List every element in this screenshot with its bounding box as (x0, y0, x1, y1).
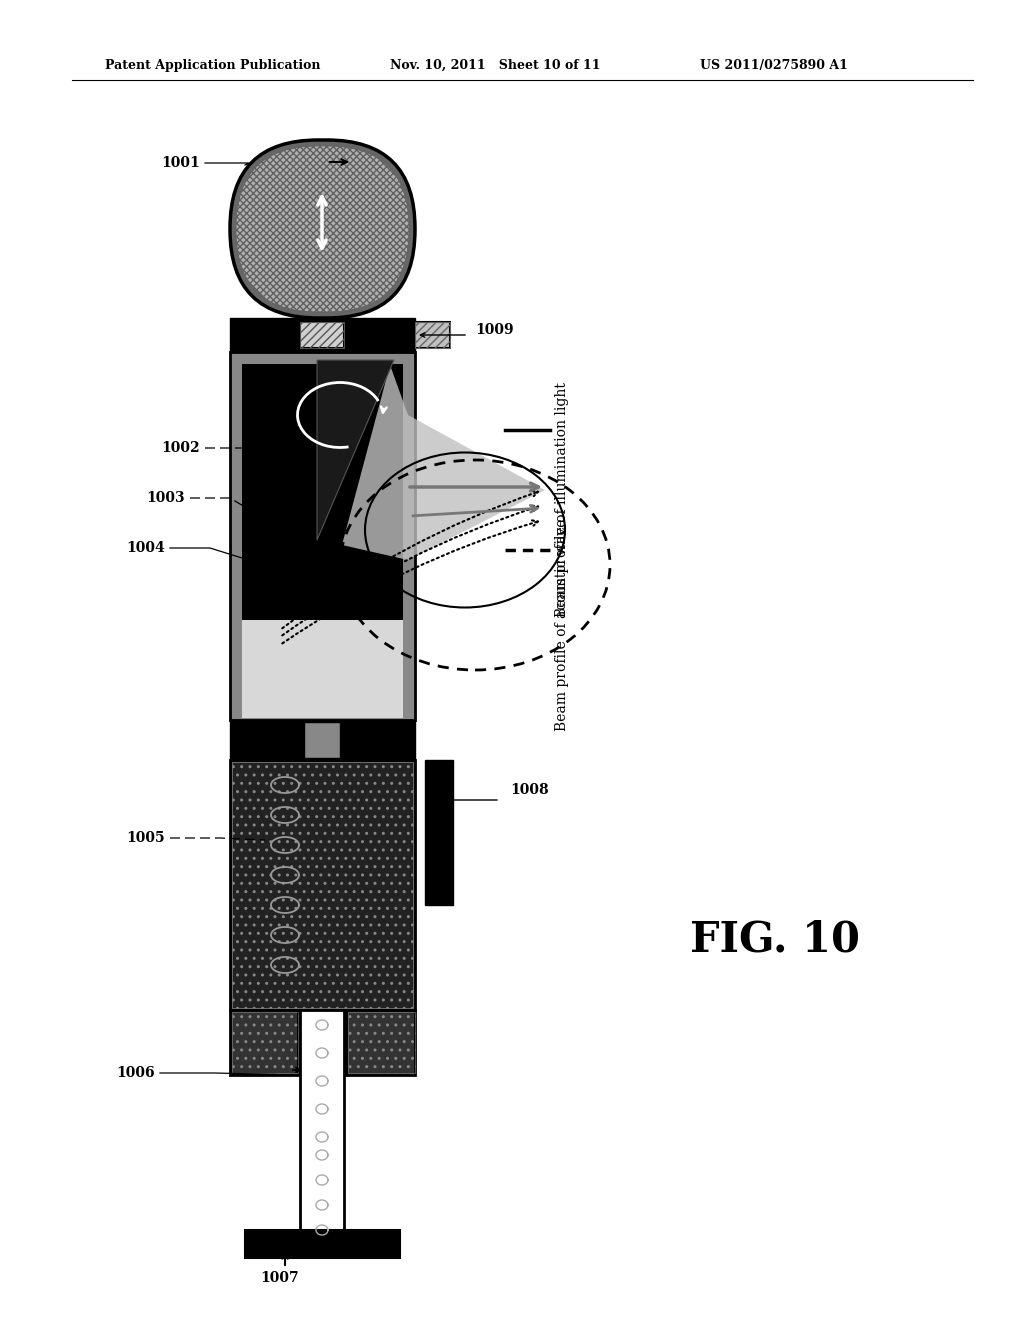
Text: 1002: 1002 (162, 441, 200, 455)
Text: Patent Application Publication: Patent Application Publication (105, 58, 321, 71)
Bar (230, 719, 415, 760)
FancyBboxPatch shape (236, 147, 409, 312)
Text: 1009: 1009 (475, 323, 514, 337)
Text: FIG. 10: FIG. 10 (690, 919, 860, 961)
Bar (230, 352, 415, 719)
Bar (245, 1230, 400, 1258)
Text: 1007: 1007 (261, 1271, 299, 1284)
Text: Nov. 10, 2011   Sheet 10 of 11: Nov. 10, 2011 Sheet 10 of 11 (390, 58, 600, 71)
Bar (230, 760, 415, 1010)
Bar (300, 322, 344, 348)
Bar (230, 1010, 298, 1074)
Text: 1001: 1001 (161, 156, 200, 170)
Bar (230, 318, 415, 352)
Text: 1006: 1006 (117, 1067, 155, 1080)
Text: 1003: 1003 (146, 491, 185, 506)
Bar (346, 1010, 415, 1074)
Bar (348, 1012, 415, 1073)
Bar (415, 322, 450, 348)
Text: US 2011/0275890 A1: US 2011/0275890 A1 (700, 58, 848, 71)
Text: Beam profile of illumination light: Beam profile of illumination light (555, 383, 569, 618)
Bar (415, 322, 450, 348)
Polygon shape (317, 360, 394, 540)
Text: 1004: 1004 (126, 541, 165, 554)
Bar (242, 364, 403, 708)
Text: Beam profile of acoustic wave: Beam profile of acoustic wave (555, 519, 569, 731)
Polygon shape (342, 366, 545, 560)
Bar (300, 322, 344, 348)
Bar (242, 620, 403, 718)
Bar (232, 1012, 298, 1073)
Bar (232, 762, 413, 1008)
Text: 1005: 1005 (126, 832, 165, 845)
Bar (300, 1010, 344, 1230)
Bar (425, 760, 453, 906)
FancyBboxPatch shape (230, 140, 415, 318)
Text: 1008: 1008 (510, 783, 549, 797)
Bar (304, 722, 340, 758)
